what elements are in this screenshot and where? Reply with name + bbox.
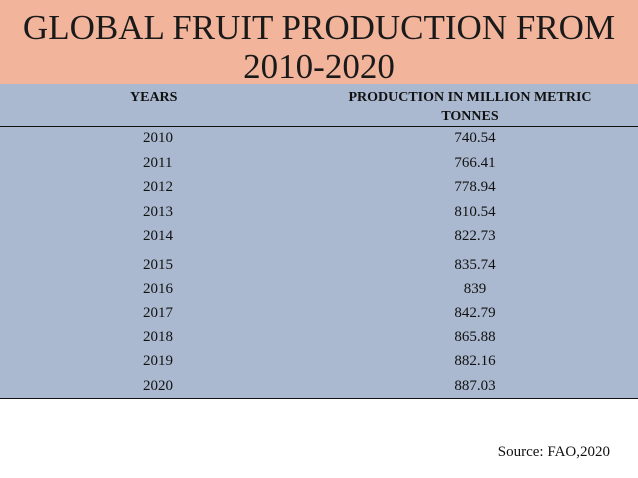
production-cell: 740.54 [454, 130, 496, 146]
production-cell: 822.73 [454, 228, 496, 244]
table-row: 2020 887.03 [0, 374, 638, 398]
table-row: 2017 842.79 [0, 301, 638, 325]
year-cell: 2014 [143, 228, 173, 244]
year-cell: 2010 [143, 130, 173, 146]
production-cell: 882.16 [454, 353, 496, 369]
year-cell: 2018 [143, 329, 173, 345]
table-row: 2010 740.54 [0, 126, 638, 150]
production-cell: 810.54 [454, 204, 496, 220]
table-row: 2012 778.94 [0, 175, 638, 199]
year-cell: 2019 [143, 353, 173, 369]
table-row: 2014 822.73 [0, 224, 638, 248]
table-row: 2015 835.74 [0, 253, 638, 277]
source-note: Source: FAO,2020 [497, 444, 610, 460]
year-cell: 2015 [143, 257, 173, 273]
data-table [0, 84, 638, 399]
table-bottom-border [0, 398, 638, 399]
year-cell: 2012 [143, 179, 173, 195]
year-cell: 2011 [143, 155, 173, 171]
table-row: 2018 865.88 [0, 325, 638, 349]
year-cell: 2013 [143, 204, 173, 220]
year-cell: 2020 [143, 378, 173, 394]
table-row: 2013 810.54 [0, 200, 638, 224]
production-cell: 778.94 [454, 179, 496, 195]
production-cell: 865.88 [454, 329, 496, 345]
table-row: 2019 882.16 [0, 349, 638, 373]
header-divider [0, 126, 638, 127]
production-cell: 887.03 [454, 378, 496, 394]
table-row: 2011 766.41 [0, 151, 638, 175]
year-cell: 2017 [143, 305, 173, 321]
page-title: GLOBAL FRUIT PRODUCTION FROM 2010-2020 [22, 8, 616, 86]
production-cell: 839 [463, 281, 487, 297]
header-years: YEARS [130, 90, 178, 105]
production-cell: 766.41 [454, 155, 496, 171]
title-band [0, 0, 638, 84]
production-cell: 835.74 [454, 257, 496, 273]
table-row: 2016 839 [0, 277, 638, 301]
header-production: PRODUCTION IN MILLION METRIC TONNES [348, 90, 592, 124]
production-cell: 842.79 [454, 305, 496, 321]
year-cell: 2016 [143, 281, 173, 297]
